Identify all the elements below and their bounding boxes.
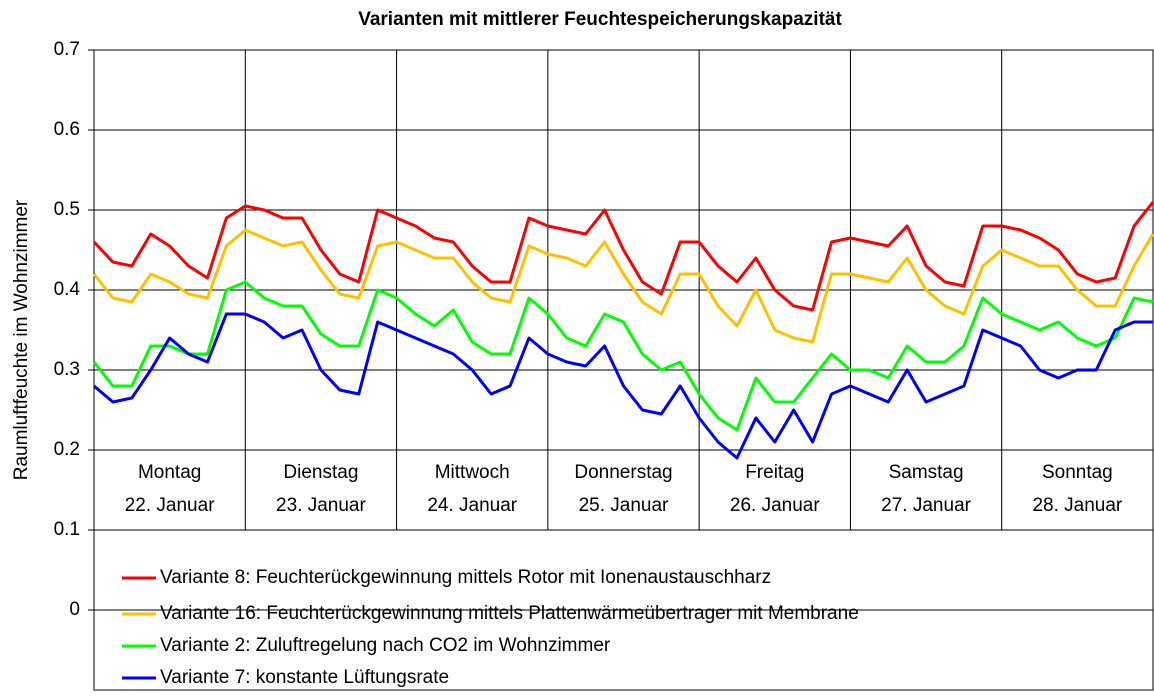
- day-label: 26. Januar: [730, 495, 820, 516]
- day-label: 22. Januar: [125, 495, 215, 516]
- y-tick-label: 0.7: [54, 39, 80, 60]
- day-label: 23. Januar: [276, 495, 366, 516]
- day-label: Dienstag: [283, 462, 358, 483]
- y-axis-label: Raumluftfeuchte im Wohnzimmer: [11, 199, 32, 480]
- y-tick-label: 0.2: [54, 439, 80, 460]
- series-line: [93, 312, 1153, 460]
- day-label: Samstag: [889, 462, 964, 483]
- plot-border: [93, 49, 1154, 691]
- legend-label: Variante 7: konstante Lüftungsrate: [160, 667, 449, 688]
- y-tick-label: 0.3: [54, 359, 80, 380]
- day-label: Sonntag: [1042, 462, 1113, 483]
- legend-label: Variante 16: Feuchterückgewinnung mittel…: [160, 603, 859, 624]
- day-label: Freitag: [745, 462, 804, 483]
- series-line: [92, 280, 1154, 432]
- day-label: 25. Januar: [579, 495, 669, 516]
- legend-label: Variante 8: Feuchterückgewinnung mittels…: [160, 567, 771, 588]
- series-line: [92, 201, 1154, 312]
- series-line: [92, 228, 1154, 344]
- legend-label: Variante 2: Zuluftregelung nach CO2 im W…: [160, 635, 611, 656]
- chart-title: Varianten mit mittlerer Feuchtespeicheru…: [358, 9, 842, 30]
- y-tick-label: 0.5: [54, 199, 80, 220]
- day-label: Mittwoch: [435, 462, 510, 483]
- y-tick-label: 0.6: [54, 119, 80, 140]
- day-label: Montag: [138, 462, 201, 483]
- y-tick-label: 0.4: [54, 279, 81, 300]
- day-label: Donnerstag: [574, 462, 672, 483]
- day-label: 24. Januar: [427, 495, 517, 516]
- y-tick-label: 0.1: [54, 519, 80, 540]
- day-label: 27. Januar: [881, 495, 971, 516]
- y-tick-label: 0: [69, 599, 80, 620]
- day-label: 28. Januar: [1032, 495, 1122, 516]
